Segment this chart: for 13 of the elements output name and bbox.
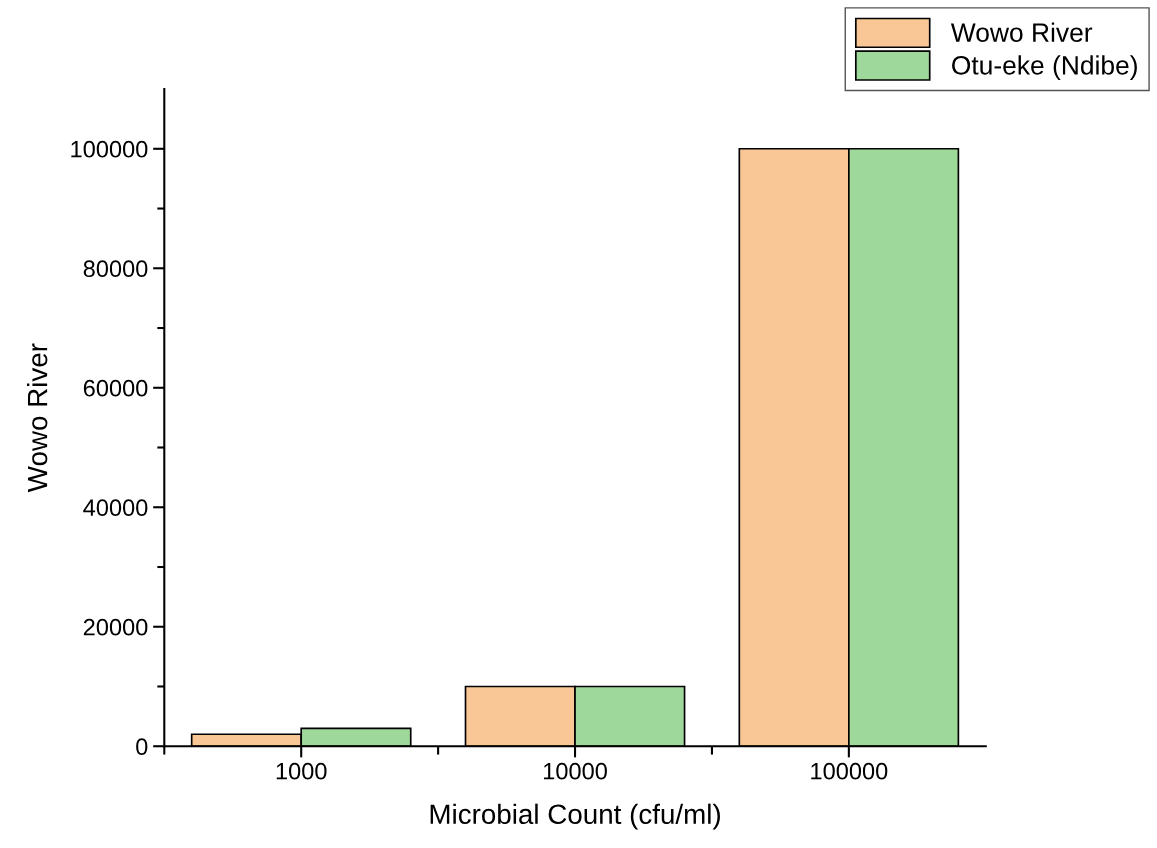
y-tick-label: 40000	[83, 499, 148, 517]
legend-label: Otu-eke (Ndibe)	[952, 55, 1137, 80]
legend-label: Wowo River	[950, 22, 1093, 42]
y-tick-label: 20000	[83, 618, 148, 636]
y-tick-label: 100000	[71, 140, 148, 158]
y-tick-label: 60000	[83, 379, 148, 397]
x-axis-title: Microbial Count (cfu/ml)	[430, 803, 720, 830]
x-tick-label: 10000	[544, 762, 607, 780]
y-axis-title: Wowo River	[26, 343, 48, 493]
y-tick-label: 0	[136, 738, 148, 756]
y-tick-label: 80000	[83, 260, 148, 278]
x-tick-label: 1000	[276, 762, 327, 780]
x-tick-label: 100000	[811, 762, 888, 780]
